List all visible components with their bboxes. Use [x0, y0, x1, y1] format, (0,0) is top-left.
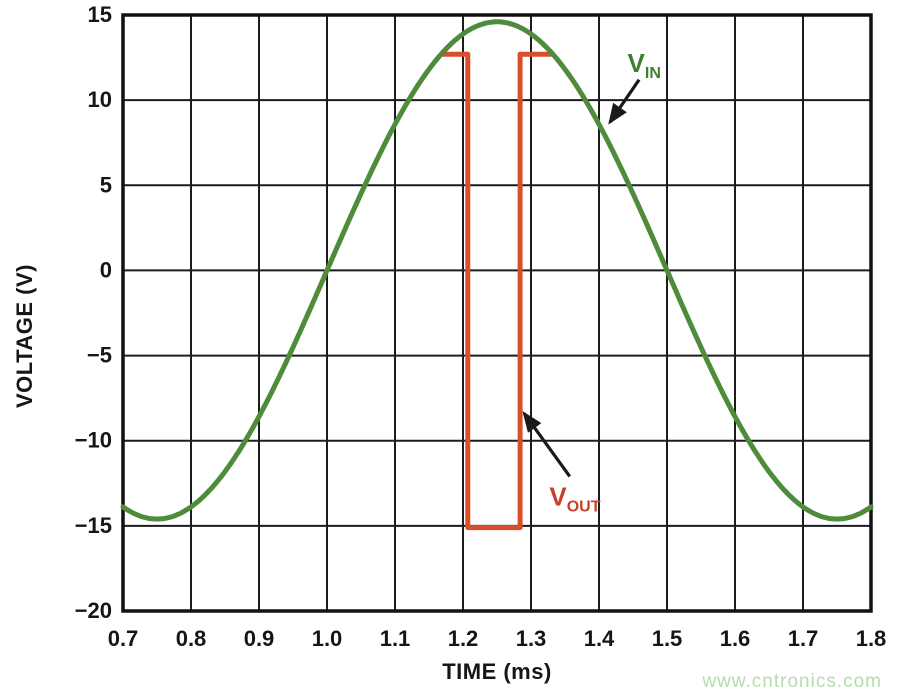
x-tick-label: 1.2	[448, 626, 479, 651]
vin-arrow	[608, 78, 641, 125]
vin-label: VIN	[628, 48, 661, 82]
y-tick-label: 5	[100, 172, 112, 197]
vout-annotation: VOUT	[522, 411, 601, 515]
x-tick-label: 1.0	[312, 626, 343, 651]
x-tick-label: 0.9	[244, 626, 275, 651]
y-tick-label: −5	[87, 343, 112, 368]
x-tick-label: 1.6	[720, 626, 751, 651]
x-tick-label: 1.3	[516, 626, 547, 651]
y-tick-label: −10	[75, 428, 112, 453]
x-axis-title: TIME (ms)	[442, 659, 552, 684]
vout-arrow	[522, 411, 572, 478]
y-tick-label: 10	[88, 87, 112, 112]
y-tick-label: 15	[88, 2, 112, 27]
y-tick-label: −20	[75, 598, 112, 623]
vout-label: VOUT	[549, 481, 600, 515]
tick-layer: 0.7 0.8 0.9 1.0 1.1 1.2 1.3 1.4 1.5 1.6 1.7 1.8 15 10…	[75, 2, 887, 651]
y-tick-label: 0	[100, 257, 112, 282]
x-tick-label: 1.7	[788, 626, 819, 651]
x-tick-label: 0.8	[176, 626, 207, 651]
y-tick-label: −15	[75, 513, 112, 538]
x-tick-label: 1.1	[380, 626, 411, 651]
x-tick-label: 0.7	[108, 626, 139, 651]
x-tick-label: 1.8	[856, 626, 887, 651]
vout-curve	[438, 51, 556, 531]
plot-border	[121, 13, 873, 613]
x-tick-label: 1.5	[652, 626, 683, 651]
x-tick-label: 1.4	[584, 626, 615, 651]
y-axis-title: VOLTAGE (V)	[12, 264, 37, 408]
vin-annotation: VIN	[608, 48, 661, 125]
series-layer	[120, 19, 874, 531]
watermark: www.cntronics.com	[701, 671, 882, 692]
annotation-layer: VIN VOUT	[522, 48, 661, 515]
vin-curve	[120, 19, 874, 522]
grid-layer	[121, 13, 873, 613]
